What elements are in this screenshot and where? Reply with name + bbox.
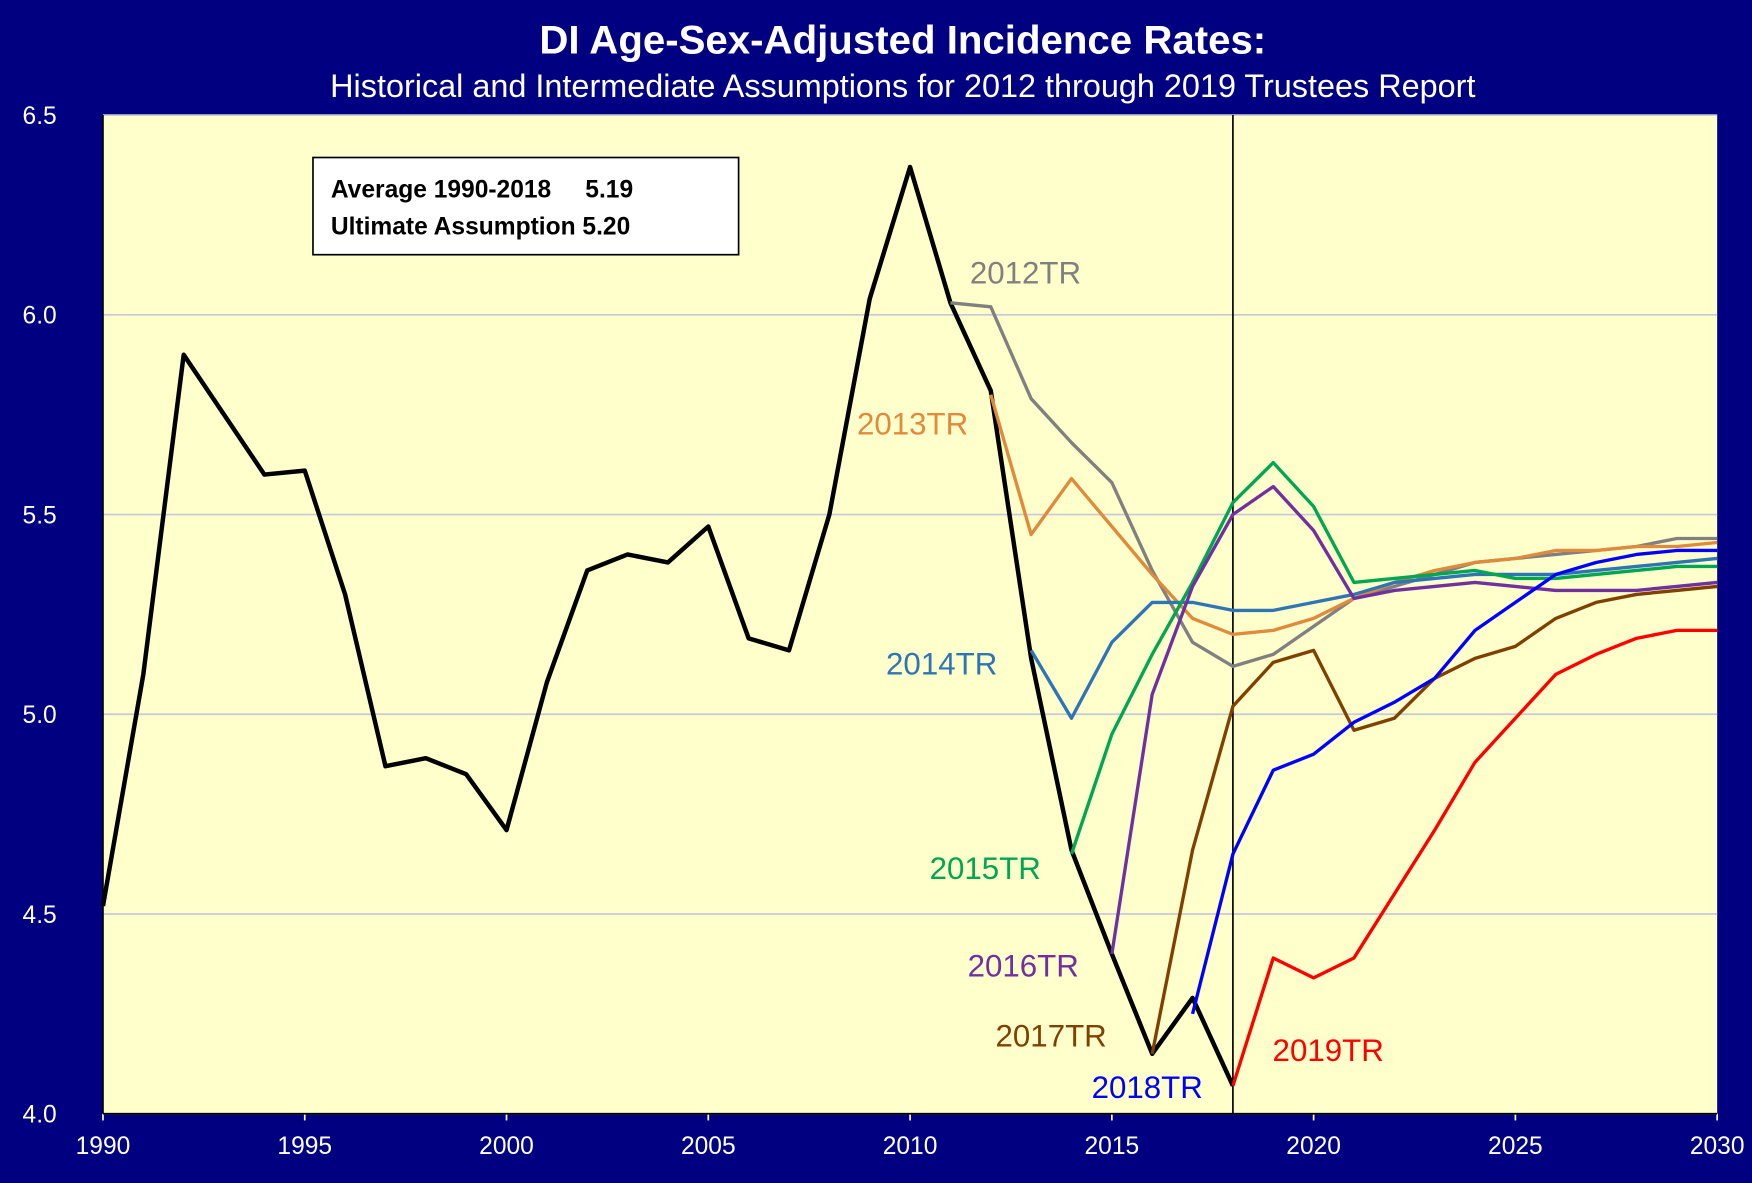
- lines: [100, 115, 1718, 1114]
- chart-title: DI Age-Sex-Adjusted Incidence Rates:: [539, 18, 1266, 63]
- x-tick-label: 2025: [1488, 1133, 1543, 1160]
- series-line: [1110, 484, 1718, 955]
- x-tick-label: 2000: [479, 1133, 534, 1160]
- y-tick-label: 4.0: [23, 1102, 57, 1129]
- y-tick-label: 4.5: [23, 902, 57, 929]
- x-tick-label: 1990: [76, 1133, 131, 1160]
- series-label: 2016TR: [968, 948, 1079, 983]
- series-label: 2015TR: [930, 851, 1041, 886]
- plot-area: [102, 115, 1718, 1114]
- x-tick-label: 2030: [1690, 1133, 1745, 1160]
- series-line: [1231, 628, 1718, 1087]
- y-tick-label: 5.5: [23, 502, 57, 529]
- series-label: 2018TR: [1092, 1070, 1203, 1105]
- series-label: 2014TR: [886, 647, 997, 682]
- series-label: 2019TR: [1273, 1033, 1384, 1068]
- y-tick-label: 6.5: [23, 103, 57, 130]
- series-line: [1029, 556, 1718, 720]
- chart-subtitle: Historical and Intermediate Assumptions …: [330, 69, 1476, 106]
- x-tick-label: 1995: [277, 1133, 332, 1160]
- series-line: [1190, 548, 1718, 1015]
- annotation-box: [312, 156, 740, 256]
- x-tick-label: 2015: [1085, 1133, 1140, 1160]
- y-tick-label: 5.0: [23, 702, 57, 729]
- x-tick-label: 2010: [883, 1133, 938, 1160]
- y-tick-label: 6.0: [23, 303, 57, 330]
- series-label: 2012TR: [970, 256, 1081, 291]
- subtitle-box: Historical and Intermediate Assumptions …: [330, 69, 1476, 106]
- annotation: Ultimate Assumption 5.20: [331, 214, 630, 241]
- annotation: Average 1990-2018 5.19: [331, 177, 633, 204]
- series-line: [1069, 460, 1718, 855]
- grid: [102, 114, 1719, 1121]
- series-label: 2017TR: [996, 1019, 1107, 1054]
- x-tick-label: 2020: [1286, 1133, 1341, 1160]
- series-line: [100, 164, 1235, 1087]
- x-tick-label: 2005: [681, 1133, 736, 1160]
- series-label: 2013TR: [857, 407, 968, 442]
